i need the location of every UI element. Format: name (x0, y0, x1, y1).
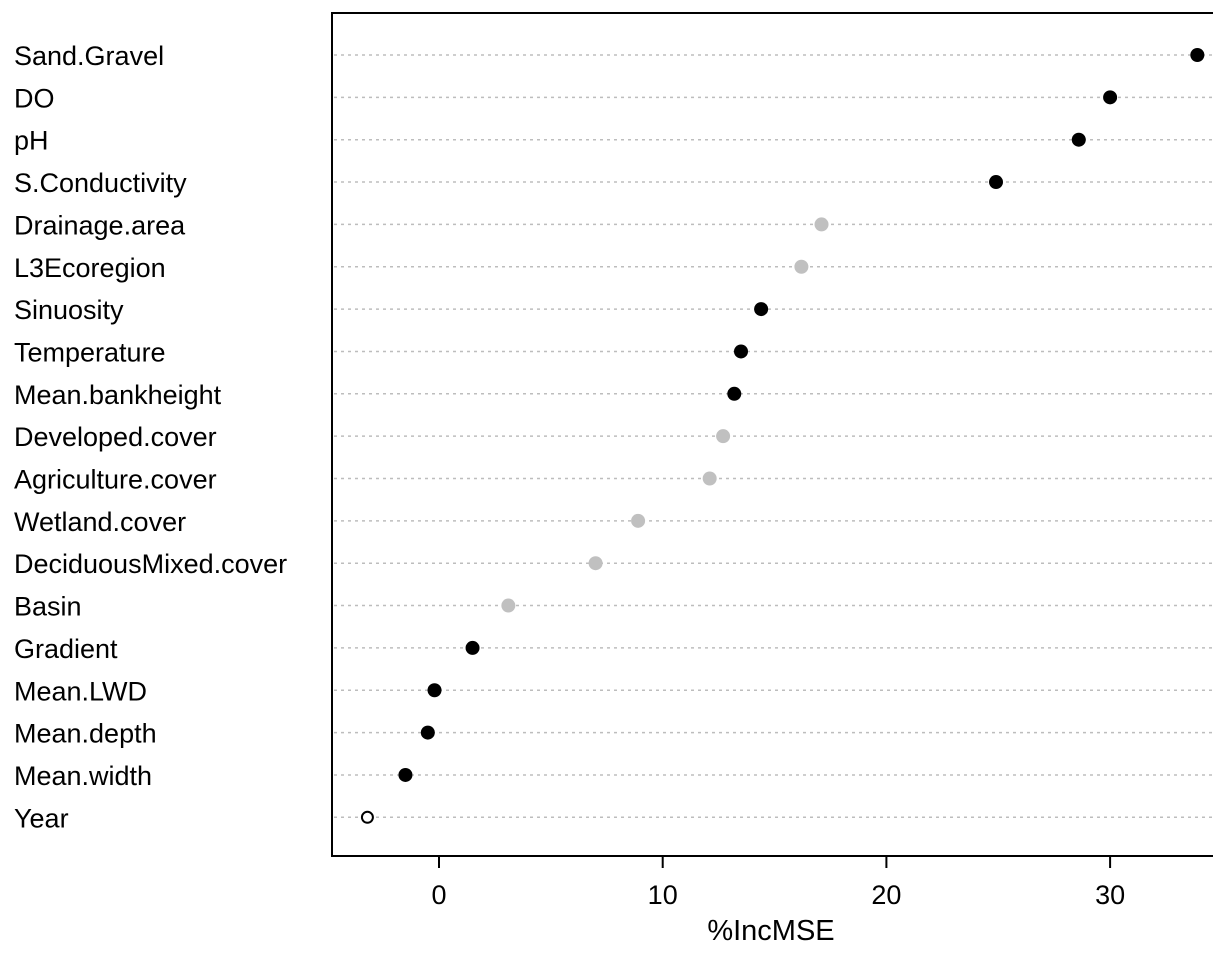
point-l3ecoregion (794, 259, 809, 274)
x-axis: 0 10 20 30 %IncMSE (431, 855, 1213, 947)
point-developed-cover (716, 429, 731, 444)
category-label-wetland-cover: Wetland.cover (14, 507, 186, 537)
x-axis-title: %IncMSE (707, 915, 834, 947)
point-ph (1071, 132, 1086, 147)
category-label-basin: Basin (14, 592, 82, 622)
category-label-ph: pH (14, 126, 49, 156)
category-label-temperature: Temperature (14, 337, 166, 367)
category-label-agriculture-cover: Agriculture.cover (14, 465, 217, 495)
category-labels-group: Sand.Gravel DO pH S.Conductivity Drainage.ar… (14, 41, 287, 833)
x-ticks-group: 0 10 20 30 (431, 856, 1125, 910)
category-label-mean-bankheight: Mean.bankheight (14, 380, 222, 410)
point-deciduousmixed-cover (588, 556, 603, 571)
category-label-do: DO (14, 83, 55, 113)
point-year (360, 810, 374, 824)
x-tick-label-0: 0 (431, 880, 446, 910)
category-label-developed-cover: Developed.cover (14, 422, 217, 452)
guide-lines-group (334, 54, 1213, 819)
point-wetland-cover (631, 513, 646, 528)
point-mean-lwd (427, 683, 442, 698)
category-label-s-conductivity: S.Conductivity (14, 168, 187, 198)
point-mean-depth (420, 725, 435, 740)
point-agriculture-cover (702, 471, 717, 486)
point-s-conductivity (989, 175, 1004, 190)
points-group (360, 48, 1205, 824)
category-label-sand-gravel: Sand.Gravel (14, 41, 164, 71)
point-sand-gravel (1190, 48, 1205, 62)
point-drainage-area (814, 217, 829, 232)
category-label-gradient: Gradient (14, 634, 118, 664)
category-label-drainage-area: Drainage.area (14, 210, 186, 240)
category-label-mean-depth: Mean.depth (14, 719, 157, 749)
point-do (1103, 90, 1118, 105)
category-label-deciduousmixed-cover: DeciduousMixed.cover (14, 549, 287, 579)
point-gradient (465, 640, 480, 655)
point-mean-bankheight (727, 386, 742, 401)
point-mean-width (398, 767, 413, 782)
x-tick-label-20: 20 (871, 880, 901, 910)
x-tick-label-30: 30 (1095, 880, 1125, 910)
point-temperature (733, 344, 748, 359)
point-basin (501, 598, 516, 613)
x-tick-label-10: 10 (648, 880, 678, 910)
category-label-year: Year (14, 803, 69, 833)
category-label-sinuosity: Sinuosity (14, 295, 124, 325)
point-sinuosity (754, 302, 769, 317)
category-label-mean-lwd: Mean.LWD (14, 676, 147, 706)
category-label-mean-width: Mean.width (14, 761, 152, 791)
category-label-l3ecoregion: L3Ecoregion (14, 253, 166, 283)
